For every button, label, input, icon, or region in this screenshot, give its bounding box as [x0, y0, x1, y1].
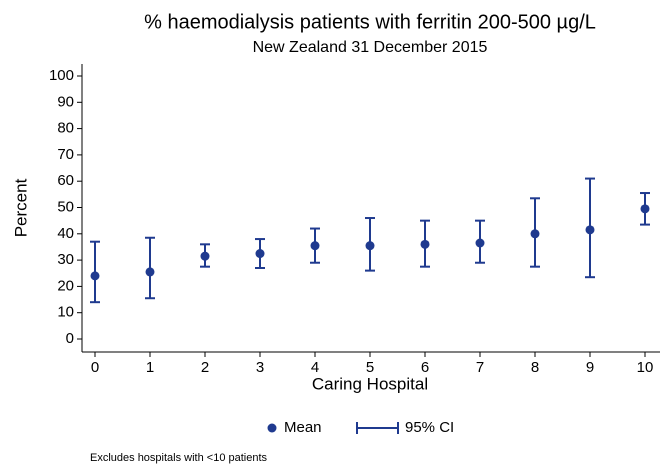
x-tick-label: 6 — [421, 359, 429, 376]
mean-point — [200, 251, 210, 261]
x-tick-label: 5 — [366, 359, 374, 376]
x-tick-label: 8 — [531, 359, 539, 376]
x-axis-title: Caring Hospital — [312, 374, 428, 393]
y-tick-label: 50 — [57, 198, 74, 215]
mean-point — [310, 241, 320, 251]
y-tick-label: 70 — [57, 146, 74, 163]
mean-point — [90, 271, 100, 281]
y-tick-label: 90 — [57, 93, 74, 110]
y-tick-label: 0 — [66, 330, 74, 347]
footnote: Excludes hospitals with <10 patients — [90, 452, 268, 464]
y-tick-label: 40 — [57, 225, 74, 242]
x-tick-label: 4 — [311, 359, 319, 376]
mean-point — [530, 229, 540, 239]
mean-point — [585, 225, 595, 235]
mean-point — [145, 267, 155, 277]
chart-subtitle: New Zealand 31 December 2015 — [253, 39, 488, 56]
mean-point — [255, 249, 265, 259]
mean-point — [640, 204, 650, 214]
y-tick-label: 20 — [57, 277, 74, 294]
y-tick-label: 100 — [49, 67, 74, 84]
chart-title: % haemodialysis patients with ferritin 2… — [144, 11, 596, 33]
legend-label: Mean — [284, 419, 322, 436]
mean-point — [420, 239, 430, 249]
y-tick-label: 10 — [57, 304, 74, 321]
y-tick-label: 80 — [57, 120, 74, 137]
x-tick-label: 7 — [476, 359, 484, 376]
x-tick-label: 3 — [256, 359, 264, 376]
mean-point — [365, 241, 375, 251]
y-tick-label: 30 — [57, 251, 74, 268]
y-axis-title: Percent — [11, 178, 30, 237]
y-tick-label: 60 — [57, 172, 74, 189]
legend-marker — [267, 423, 277, 433]
x-tick-label: 1 — [146, 359, 154, 376]
x-tick-label: 9 — [586, 359, 594, 376]
mean-point — [475, 238, 485, 248]
x-tick-label: 2 — [201, 359, 209, 376]
legend-label: 95% CI — [405, 419, 454, 436]
x-tick-label: 10 — [637, 359, 654, 376]
x-tick-label: 0 — [91, 359, 99, 376]
